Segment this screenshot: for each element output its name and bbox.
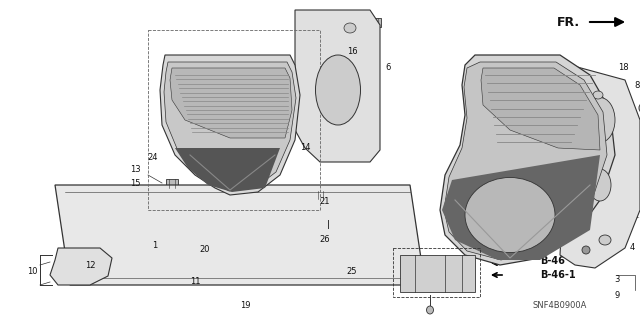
- Text: 20: 20: [200, 246, 211, 255]
- Ellipse shape: [639, 101, 640, 115]
- Polygon shape: [160, 55, 300, 195]
- Text: 25: 25: [347, 268, 357, 277]
- Ellipse shape: [458, 234, 466, 242]
- Text: 8: 8: [634, 80, 640, 90]
- Ellipse shape: [589, 169, 611, 201]
- Ellipse shape: [465, 177, 555, 253]
- Text: SNF4B0900A: SNF4B0900A: [533, 300, 587, 309]
- FancyBboxPatch shape: [155, 245, 165, 259]
- Text: 24: 24: [148, 153, 158, 162]
- Text: 13: 13: [130, 166, 140, 174]
- Text: FR.: FR.: [557, 16, 580, 28]
- Text: 16: 16: [347, 48, 357, 56]
- Ellipse shape: [271, 262, 278, 269]
- FancyBboxPatch shape: [340, 255, 348, 263]
- Text: 9: 9: [614, 291, 620, 300]
- Text: 19: 19: [240, 300, 250, 309]
- Polygon shape: [400, 255, 475, 292]
- Text: 26: 26: [320, 235, 330, 244]
- Ellipse shape: [221, 248, 229, 256]
- Text: 3: 3: [614, 276, 620, 285]
- Text: 5: 5: [622, 100, 628, 109]
- Polygon shape: [444, 62, 607, 260]
- Polygon shape: [440, 55, 615, 265]
- Text: 27: 27: [463, 151, 474, 160]
- Polygon shape: [55, 185, 425, 285]
- Text: 7: 7: [634, 123, 640, 132]
- Ellipse shape: [593, 91, 603, 99]
- Text: 18: 18: [618, 63, 628, 72]
- FancyBboxPatch shape: [314, 191, 326, 199]
- Polygon shape: [170, 68, 292, 138]
- Polygon shape: [175, 148, 280, 192]
- Ellipse shape: [631, 161, 640, 175]
- Ellipse shape: [599, 235, 611, 245]
- Text: 28: 28: [617, 164, 627, 173]
- Text: B-46: B-46: [540, 256, 565, 266]
- FancyBboxPatch shape: [163, 261, 177, 271]
- Ellipse shape: [582, 246, 590, 254]
- Text: 15: 15: [130, 179, 140, 188]
- FancyBboxPatch shape: [332, 258, 342, 266]
- Text: 1: 1: [152, 241, 157, 249]
- Ellipse shape: [316, 55, 360, 125]
- Text: 6: 6: [385, 63, 390, 72]
- Ellipse shape: [426, 306, 433, 314]
- Text: 22: 22: [543, 220, 553, 229]
- Text: 11: 11: [189, 278, 200, 286]
- Polygon shape: [295, 10, 380, 162]
- Text: 2: 2: [629, 144, 635, 152]
- FancyBboxPatch shape: [357, 14, 369, 22]
- Polygon shape: [560, 65, 640, 268]
- Polygon shape: [50, 248, 112, 285]
- FancyBboxPatch shape: [166, 179, 178, 188]
- Text: 23: 23: [543, 234, 554, 242]
- Text: 6: 6: [624, 188, 630, 197]
- Text: 21: 21: [320, 197, 330, 206]
- Text: 10: 10: [27, 268, 37, 277]
- Polygon shape: [442, 155, 600, 260]
- Text: 17: 17: [633, 211, 640, 219]
- FancyBboxPatch shape: [369, 18, 381, 26]
- Ellipse shape: [324, 229, 332, 237]
- Text: 12: 12: [84, 261, 95, 270]
- Ellipse shape: [585, 98, 615, 143]
- Ellipse shape: [64, 257, 92, 279]
- Ellipse shape: [212, 244, 224, 256]
- Text: B-46-1: B-46-1: [540, 270, 575, 280]
- Text: 14: 14: [300, 144, 310, 152]
- Text: 4: 4: [629, 243, 635, 253]
- Ellipse shape: [344, 23, 356, 33]
- Ellipse shape: [486, 155, 495, 165]
- Ellipse shape: [636, 141, 640, 155]
- Polygon shape: [164, 62, 296, 191]
- Polygon shape: [481, 68, 600, 150]
